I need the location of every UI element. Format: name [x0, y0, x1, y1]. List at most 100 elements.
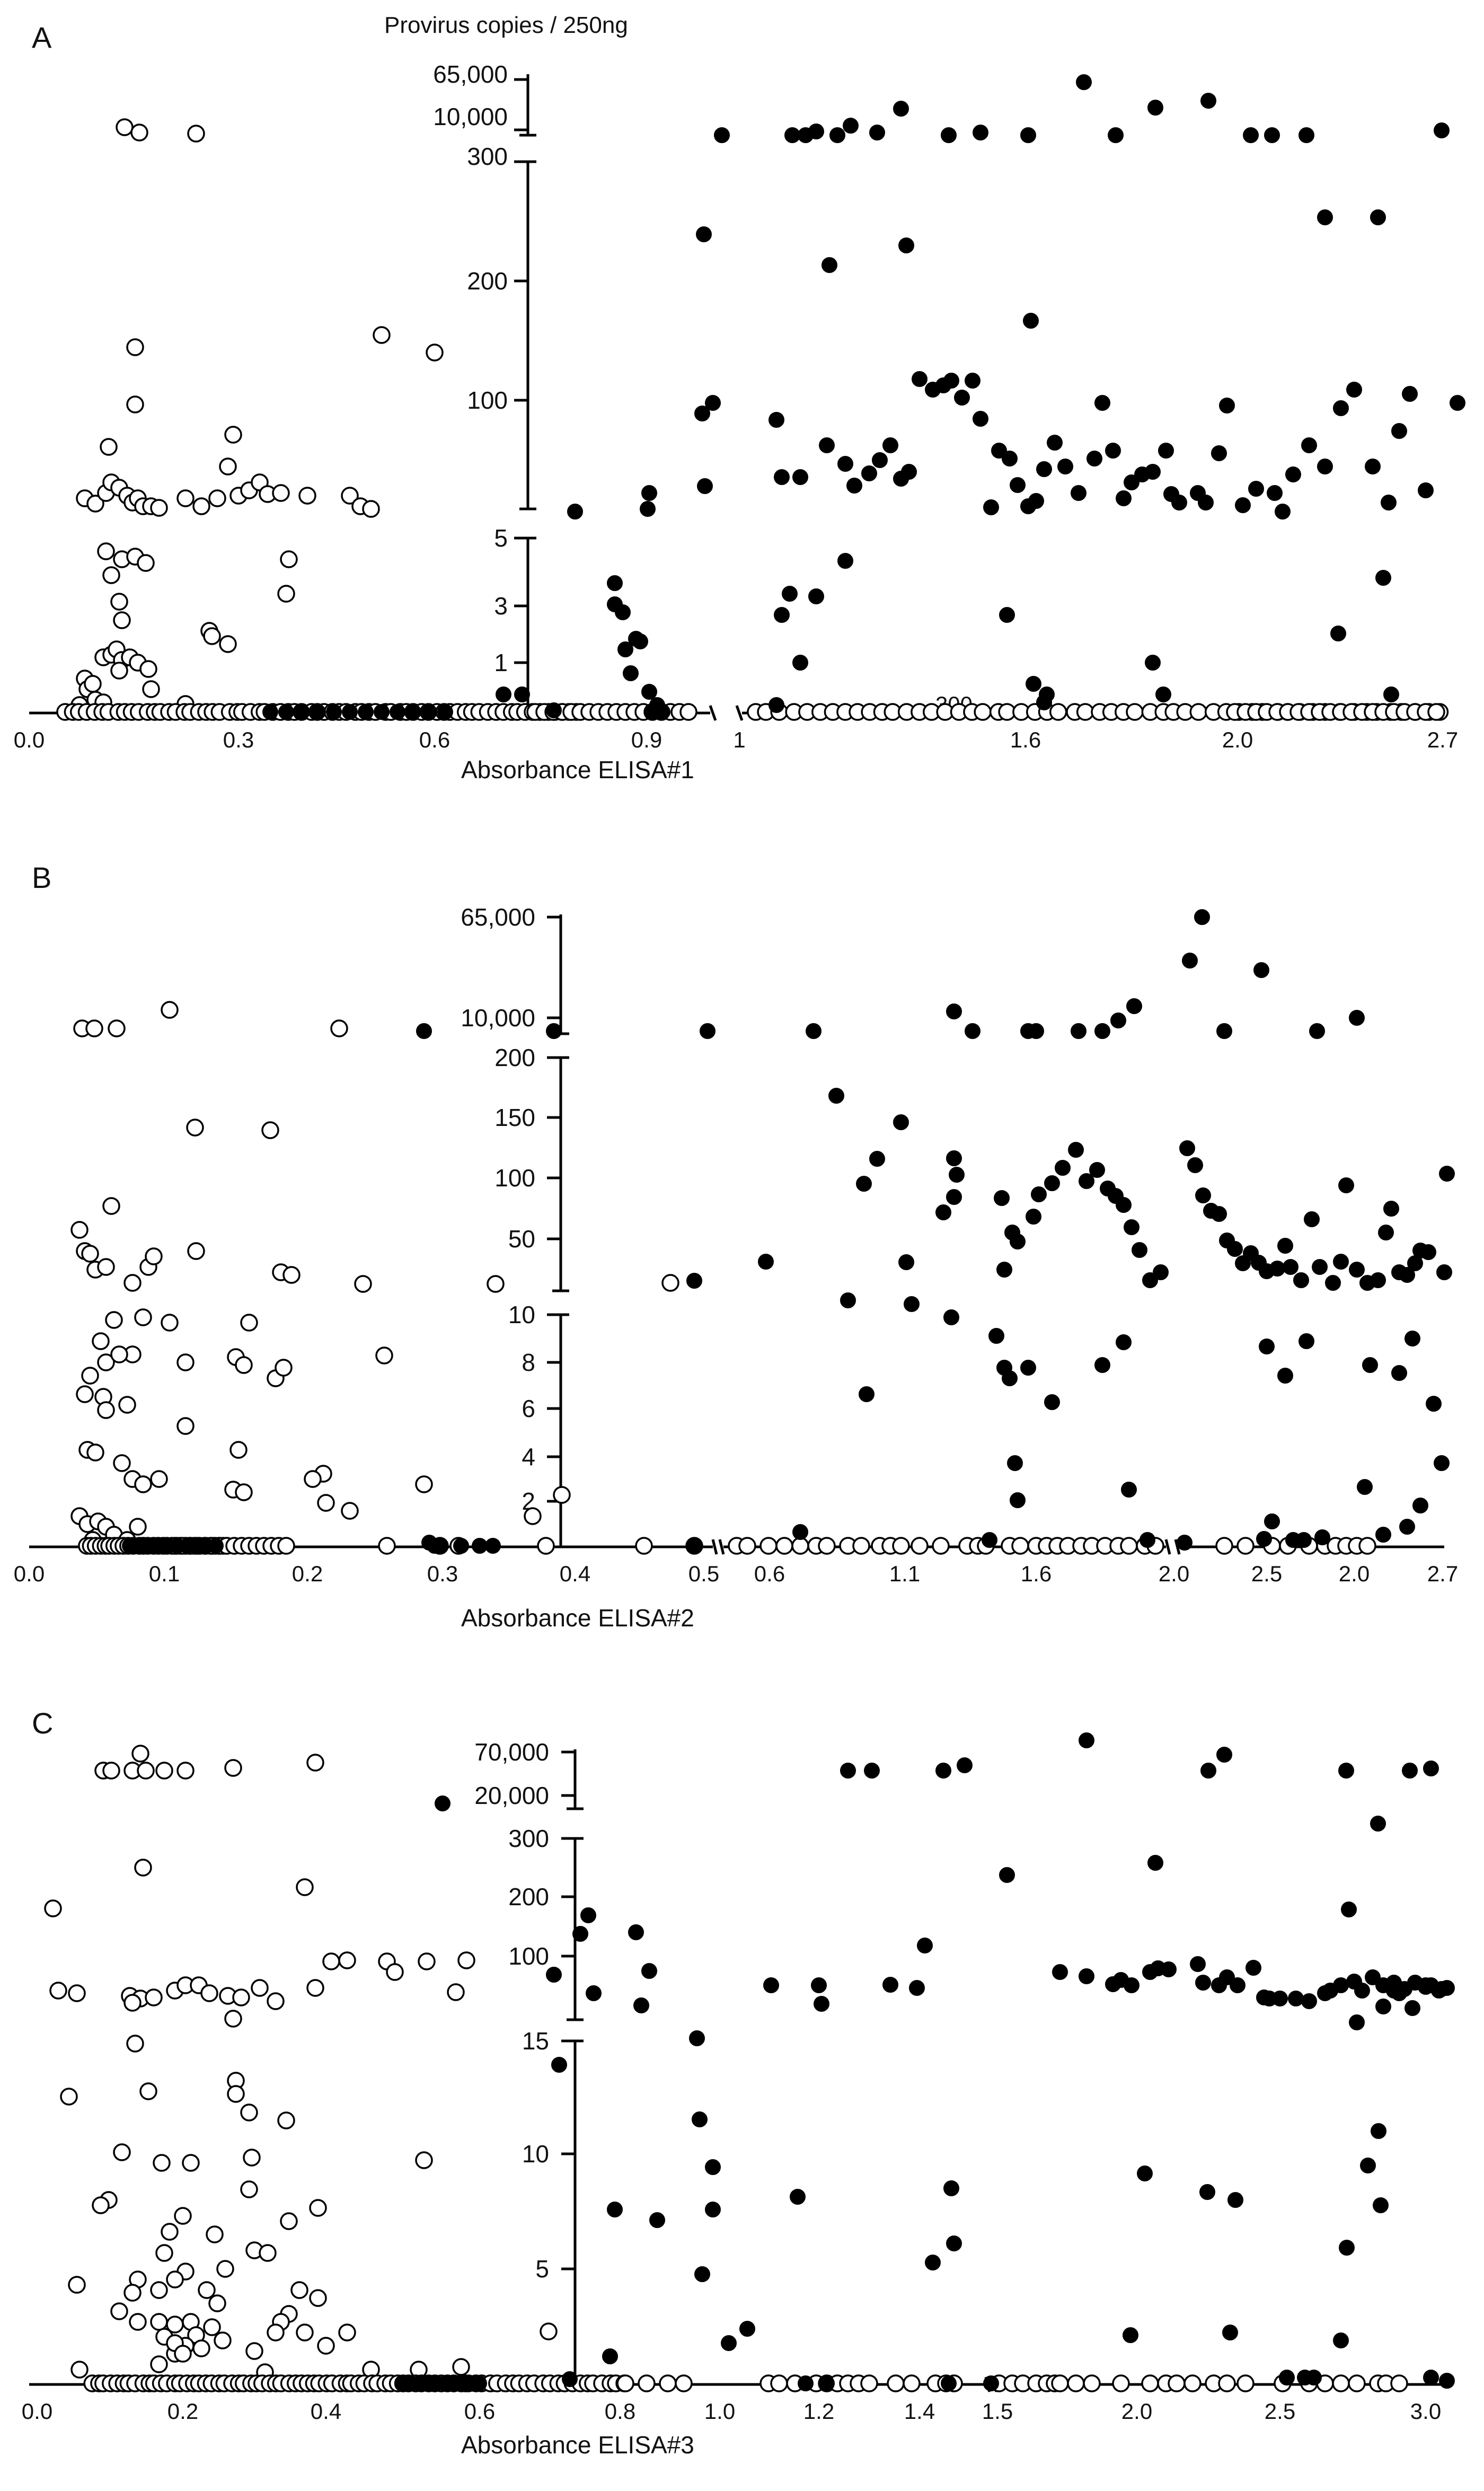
b-open-point: [134, 1308, 152, 1326]
a-filled-point: [1267, 485, 1283, 501]
c-open-point: [137, 1762, 155, 1780]
c-open-point: [161, 2223, 179, 2241]
b-open-point: [304, 1470, 322, 1488]
b-filled-point: [1312, 1259, 1328, 1275]
a-filled-point: [262, 704, 278, 720]
a-filled-point: [882, 437, 898, 453]
a-filled-point: [1158, 443, 1174, 459]
c-open-point: [251, 1979, 269, 1997]
c-filled-point: [1306, 2370, 1322, 2386]
b-filled-point: [1044, 1175, 1060, 1191]
a-filled-point: [837, 456, 853, 472]
c-open-point: [123, 1994, 142, 2012]
c-x-axis-title: Absorbance ELISA#3: [461, 2431, 694, 2459]
b-filled-point: [1089, 1162, 1105, 1178]
a-filled-point: [623, 665, 639, 681]
b-open-point: [932, 1537, 950, 1555]
b-filled-point: [1420, 1244, 1436, 1260]
c-filled-point: [811, 1977, 827, 1993]
c-filled-point: [917, 1938, 933, 1953]
b-filled-point: [1391, 1365, 1407, 1381]
a-open-point: [219, 457, 237, 476]
c-filled-point: [925, 2255, 941, 2270]
a-filled-point: [893, 101, 909, 117]
c-open-point: [155, 1762, 173, 1780]
a-filled-point: [1298, 127, 1314, 143]
a-filled-point: [1200, 93, 1216, 109]
panel-label-c: C: [32, 1706, 53, 1740]
c-filled-point: [1370, 1816, 1386, 1832]
c-xtick-10: 2.5: [1265, 2399, 1295, 2424]
b-filled-point: [758, 1254, 774, 1270]
c-open-point: [113, 2143, 131, 2161]
a-filled-point: [278, 704, 294, 720]
c-open-point: [192, 2339, 210, 2357]
a-filled-point: [696, 226, 712, 242]
c-open-point: [616, 2374, 634, 2392]
a-ytick-3: 3: [494, 592, 508, 620]
a-open-point: [219, 635, 237, 653]
a-open-point: [176, 489, 195, 507]
b-filled-point: [1132, 1242, 1147, 1258]
a-xtick-0: 0.0: [14, 727, 45, 752]
a-filled-point: [822, 257, 837, 273]
b-filled-point: [1436, 1264, 1452, 1280]
a-filled-point: [1285, 466, 1301, 482]
c-open-point: [887, 2374, 905, 2392]
a-filled-point: [1365, 459, 1381, 474]
b-filled-point: [1325, 1275, 1341, 1291]
b-filled-point: [898, 1254, 914, 1270]
c-filled-point: [586, 1985, 602, 2001]
b-filled-point: [965, 1023, 980, 1039]
b-open-point: [113, 1454, 131, 1472]
b-filled-point: [1256, 1531, 1272, 1547]
c-filled-point: [1147, 1855, 1163, 1871]
c-filled-point: [1418, 1979, 1434, 1995]
a-ytick-300: 300: [467, 143, 508, 170]
c-open-point: [259, 2244, 277, 2262]
c-open-point: [245, 2342, 263, 2360]
a-filled-point: [1375, 570, 1391, 586]
a-filled-point: [342, 704, 358, 720]
a-filled-point: [1333, 400, 1349, 416]
c-filled-point: [1339, 2240, 1355, 2256]
c-filled-point: [705, 2202, 721, 2217]
c-open-point: [150, 2313, 168, 2331]
c-filled-point: [1216, 1747, 1232, 1763]
b-filled-point: [1010, 1234, 1026, 1249]
a-filled-point: [697, 478, 713, 494]
b-xtick-8: 1.6: [1021, 1561, 1052, 1586]
c-open-point: [131, 1745, 149, 1763]
b-filled-point: [935, 1204, 951, 1220]
a-filled-point: [1036, 461, 1052, 477]
c-open-point: [182, 2154, 200, 2172]
c-ytick-10: 10: [522, 2140, 549, 2168]
a-filled-point: [1346, 382, 1362, 398]
b-filled-point: [856, 1176, 872, 1192]
b-filled-point: [869, 1151, 885, 1167]
a-filled-point: [792, 469, 808, 485]
c-filled-point: [763, 1977, 779, 1993]
b-filled-point: [1110, 1013, 1126, 1028]
a-filled-point: [655, 704, 670, 720]
b-open-point: [661, 1274, 679, 1292]
b-open-point: [341, 1502, 359, 1520]
a-open-point: [280, 550, 298, 568]
b-xtick-1: 0.1: [149, 1561, 180, 1586]
b-xtick-2: 0.2: [292, 1561, 323, 1586]
c-filled-point: [1391, 1985, 1407, 2001]
a-filled-point: [1047, 435, 1063, 451]
a-filled-point: [617, 641, 633, 657]
a-filled-point: [641, 485, 657, 501]
a-filled-point: [768, 412, 784, 428]
a-open-point: [113, 611, 131, 629]
c-filled-point: [814, 1996, 829, 2012]
c-filled-point: [1349, 2014, 1365, 2030]
b-filled-point: [1333, 1254, 1349, 1270]
b-filled-point: [1404, 1331, 1420, 1346]
c-filled-point: [1227, 2192, 1243, 2208]
c-ytick-70000: 70,000: [474, 1738, 549, 1766]
a-filled-point: [1071, 485, 1086, 501]
a-filled-point: [1108, 127, 1124, 143]
b-filled-point: [686, 1538, 702, 1554]
